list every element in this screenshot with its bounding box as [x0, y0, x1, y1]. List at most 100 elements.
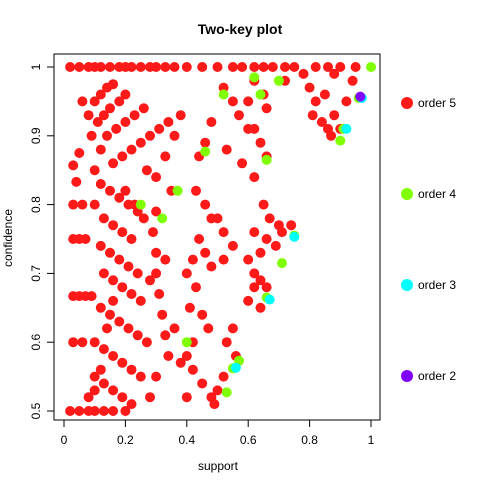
point-0-47: [68, 160, 79, 171]
point-0-141: [187, 254, 198, 265]
point-0-26: [335, 62, 346, 72]
point-0-136: [145, 275, 155, 286]
point-0-11: [151, 62, 162, 72]
point-0-197: [227, 240, 238, 251]
point-1-15: [157, 213, 168, 224]
y-tick-label-3: 0.8: [29, 196, 43, 213]
point-0-65: [129, 110, 140, 121]
x-axis-label: support: [198, 459, 239, 473]
point-0-76: [95, 179, 106, 189]
point-0-146: [191, 282, 201, 293]
point-0-180: [249, 227, 260, 238]
y-axis: 0.5 0.6 0.7 0.8 0.9 1: [29, 63, 55, 419]
point-0-157: [200, 199, 211, 210]
point-0-22: [280, 62, 290, 72]
point-0-202: [310, 96, 321, 107]
point-0-67: [108, 158, 119, 169]
point-0-163: [234, 110, 244, 121]
point-1-9: [221, 387, 232, 398]
point-0-23: [289, 62, 300, 72]
point-0-85: [126, 234, 137, 244]
point-1-18: [218, 89, 229, 100]
point-0-147: [197, 309, 208, 320]
point-0-144: [206, 261, 217, 272]
point-0-49: [77, 96, 88, 107]
point-0-45: [77, 199, 88, 210]
point-0-189: [227, 323, 238, 334]
point-0-55: [86, 130, 97, 141]
point-0-44: [68, 199, 79, 210]
point-0-99: [123, 323, 134, 334]
point-0-106: [126, 364, 137, 375]
point-0-198: [218, 254, 229, 265]
point-0-100: [132, 330, 143, 341]
point-1-10: [200, 146, 211, 157]
point-0-154: [200, 137, 211, 148]
point-0-148: [203, 323, 214, 334]
point-0-63: [111, 123, 122, 134]
point-0-38: [89, 406, 100, 416]
legend: order 5 order 4 order 3 order 2: [401, 96, 456, 383]
point-0-182: [243, 254, 254, 265]
y-tick-label-5: 1: [29, 63, 43, 70]
point-0-86: [95, 240, 106, 251]
point-0-205: [316, 117, 327, 127]
legend-marker-2: [401, 279, 413, 291]
point-0-162: [227, 96, 238, 107]
point-0-84: [117, 227, 128, 238]
point-0-87: [105, 247, 115, 258]
point-0-196: [218, 227, 229, 238]
point-0-68: [117, 151, 128, 162]
point-0-126: [160, 330, 171, 341]
point-0-73: [163, 117, 174, 127]
point-1-5: [277, 258, 287, 269]
point-0-134: [151, 206, 162, 217]
point-0-195: [212, 213, 223, 224]
point-0-34: [86, 291, 97, 302]
point-1-2: [335, 135, 346, 146]
point-0-123: [151, 268, 162, 279]
y-tick-label-2: 0.7: [29, 265, 43, 282]
point-0-70: [135, 137, 146, 148]
point-0-214: [326, 130, 337, 141]
point-0-116: [102, 323, 112, 334]
point-0-173: [255, 137, 266, 148]
legend-marker-3: [401, 370, 413, 382]
point-0-50: [83, 110, 94, 121]
point-0-114: [89, 385, 100, 396]
point-0-88: [114, 254, 125, 265]
point-0-43: [77, 337, 88, 348]
point-0-72: [154, 123, 165, 134]
y-axis-label: confidence: [1, 209, 15, 267]
point-0-204: [307, 110, 318, 121]
point-0-97: [105, 309, 115, 320]
point-0-95: [135, 295, 146, 306]
point-0-165: [221, 144, 232, 155]
point-0-167: [249, 172, 260, 183]
point-0-59: [114, 96, 125, 107]
point-0-74: [175, 110, 186, 121]
legend-label-2: order 3: [418, 278, 456, 292]
legend-label-3: order 2: [418, 369, 456, 383]
point-0-131: [151, 172, 162, 183]
point-0-5: [105, 62, 115, 72]
point-1-0: [366, 62, 376, 72]
point-0-91: [98, 268, 109, 279]
point-0-27: [350, 62, 361, 72]
point-0-21: [267, 62, 278, 72]
point-0-66: [138, 103, 149, 114]
point-0-178: [261, 234, 272, 244]
point-0-82: [98, 213, 109, 224]
point-0-46: [71, 176, 82, 187]
point-0-102: [89, 337, 100, 348]
point-0-14: [181, 62, 192, 72]
point-0-15: [197, 62, 208, 72]
point-0-104: [108, 351, 119, 361]
point-0-193: [212, 385, 223, 396]
point-0-143: [200, 247, 211, 258]
point-0-51: [89, 96, 100, 107]
point-1-11: [181, 337, 192, 348]
point-0-142: [194, 234, 205, 244]
point-0-107: [135, 371, 146, 382]
point-0-183: [249, 268, 260, 279]
